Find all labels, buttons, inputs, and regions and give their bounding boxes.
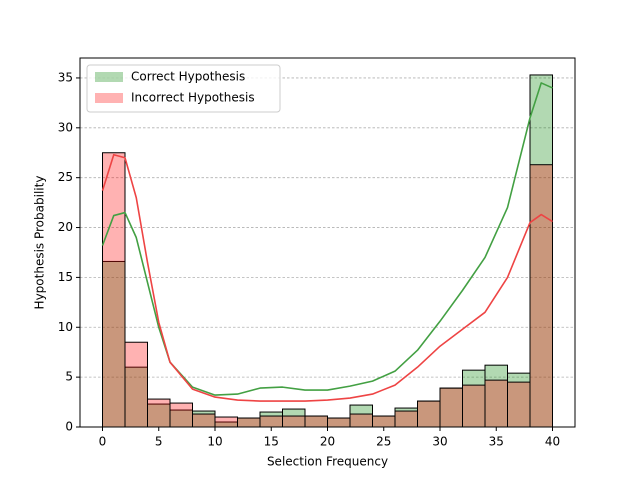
- legend-label: Correct Hypothesis: [131, 70, 245, 84]
- x-tick-label: 10: [207, 435, 222, 449]
- y-tick-label: 5: [65, 370, 73, 384]
- x-tick-label: 20: [320, 435, 335, 449]
- y-axis-label: Hypothesis Probability: [33, 176, 47, 310]
- y-tick-label: 35: [58, 70, 73, 84]
- bar: [102, 152, 126, 428]
- y-tick-label: 15: [58, 270, 73, 284]
- bar: [147, 398, 171, 428]
- x-tick-label: 30: [432, 435, 447, 449]
- plot-frame: [79, 57, 576, 428]
- bar: [394, 410, 418, 428]
- x-tick-label: 0: [99, 435, 107, 449]
- x-tick-label: 35: [489, 435, 504, 449]
- bar: [417, 400, 441, 428]
- y-tick-label: 0: [65, 420, 73, 434]
- legend: Correct Hypothesis Incorrect Hypothesis: [86, 64, 281, 113]
- bar: [439, 387, 463, 428]
- legend-swatch: [95, 72, 123, 82]
- x-tick-label: 5: [155, 435, 163, 449]
- bar: [484, 379, 508, 428]
- y-tick-label: 10: [58, 320, 73, 334]
- x-axis-label: Selection Frequency: [267, 455, 388, 469]
- y-tick-label: 20: [58, 220, 73, 234]
- x-tick-label: 40: [545, 435, 560, 449]
- bar: [192, 413, 216, 428]
- legend-label: Incorrect Hypothesis: [131, 91, 255, 105]
- bar: [349, 413, 373, 428]
- y-tick-label: 25: [58, 170, 73, 184]
- bar: [462, 384, 486, 428]
- bar: [237, 417, 261, 428]
- bar: [529, 164, 553, 428]
- x-tick-label: 25: [376, 435, 391, 449]
- y-tick-label: 30: [58, 120, 73, 134]
- legend-box: [86, 64, 281, 113]
- bar: [124, 341, 148, 428]
- bar: [169, 402, 193, 428]
- bar: [507, 381, 531, 428]
- x-tick-label: 15: [264, 435, 279, 449]
- legend-swatch: [95, 93, 123, 103]
- bar: [214, 416, 238, 428]
- bar: [372, 415, 396, 428]
- kde-line: [101, 153, 553, 402]
- kde-line: [101, 82, 553, 396]
- bar: [304, 415, 328, 428]
- bar: [282, 415, 306, 428]
- bar: [327, 417, 351, 428]
- bar: [259, 415, 283, 428]
